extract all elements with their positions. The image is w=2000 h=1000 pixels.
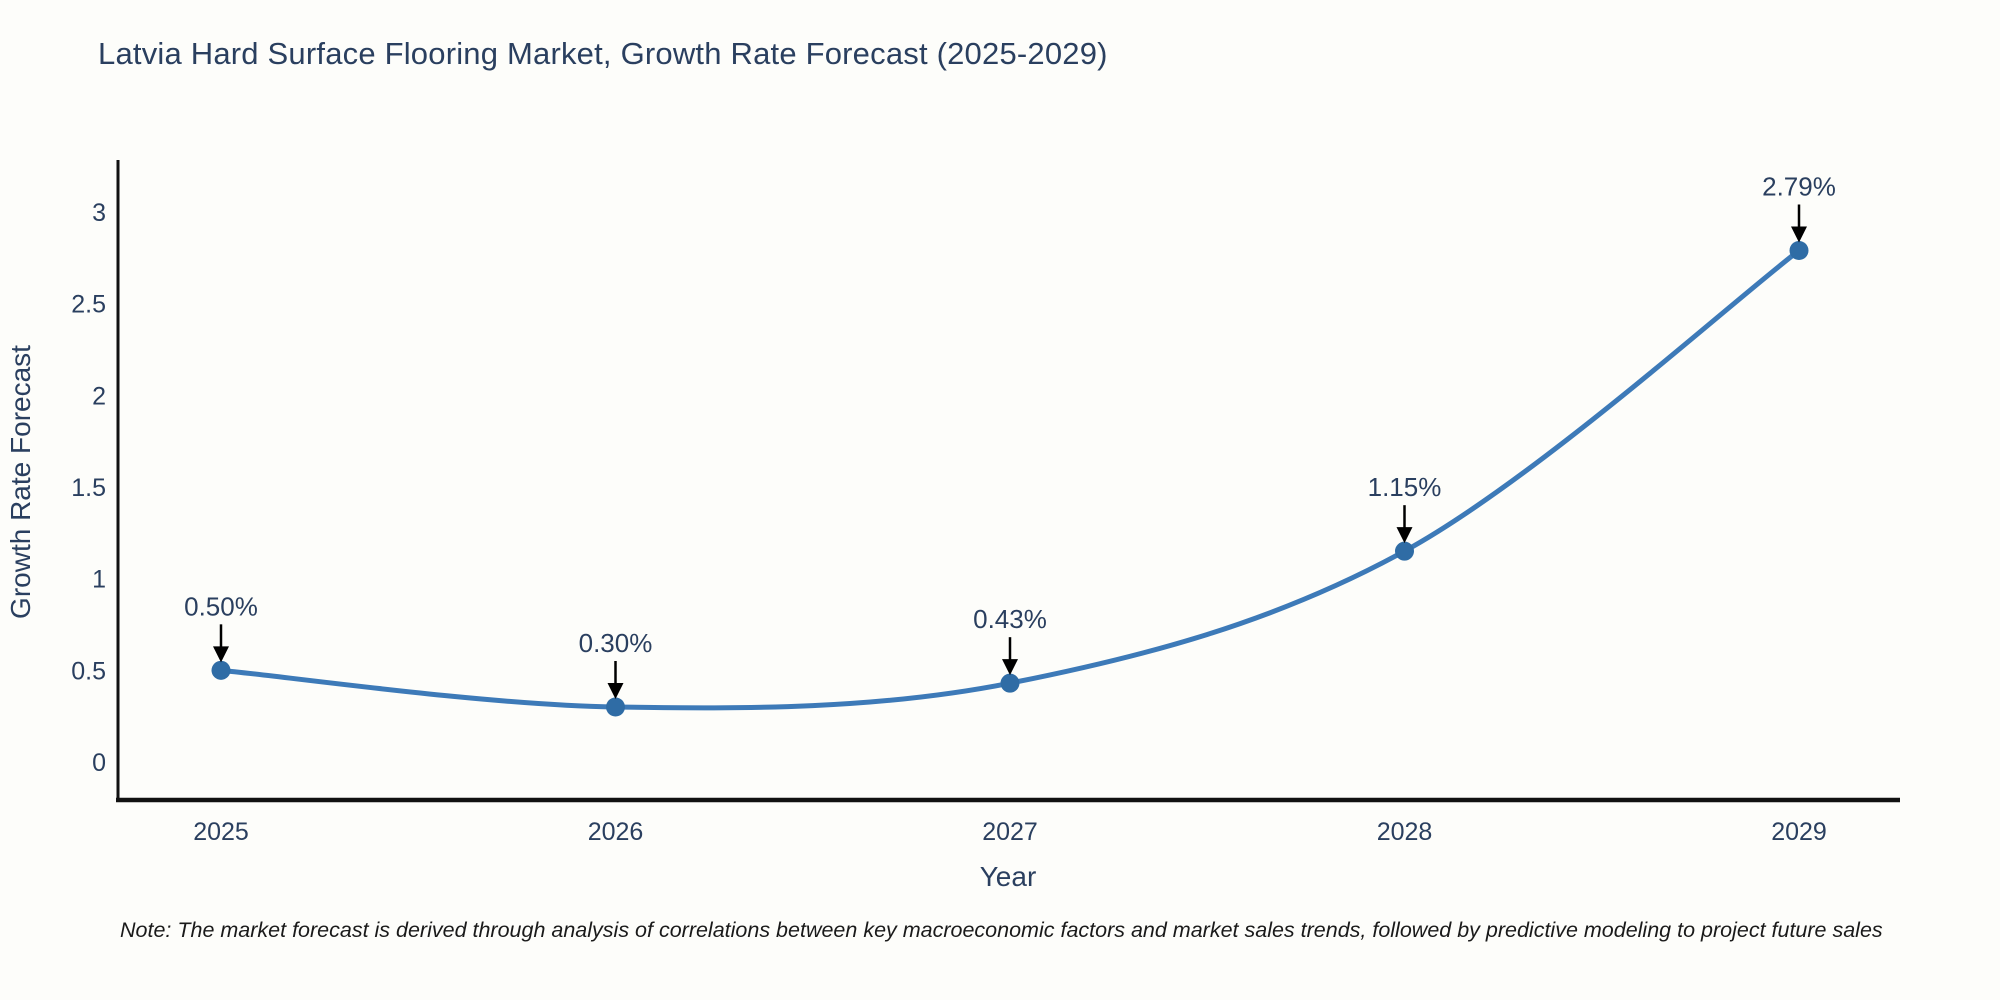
annotation-arrow-head bbox=[213, 646, 229, 663]
x-tick-label: 2029 bbox=[1771, 818, 1827, 846]
annotation-arrow-head bbox=[1002, 659, 1018, 676]
data-point-marker bbox=[211, 660, 231, 680]
x-tick-label: 2026 bbox=[588, 818, 644, 846]
annotation-label: 0.43% bbox=[973, 604, 1047, 634]
annotation-label: 2.79% bbox=[1762, 172, 1836, 202]
y-tick-label: 2.5 bbox=[71, 291, 106, 319]
x-tick-label: 2027 bbox=[982, 818, 1038, 846]
annotation-arrow-head bbox=[1791, 226, 1807, 243]
chart-title: Latvia Hard Surface Flooring Market, Gro… bbox=[98, 36, 1108, 71]
data-point-marker bbox=[1789, 241, 1809, 261]
x-tick-label: 2025 bbox=[193, 818, 249, 846]
y-tick-label: 3 bbox=[92, 199, 106, 227]
note-text: Note: The market forecast is derived thr… bbox=[120, 918, 1883, 942]
y-tick-label: 0 bbox=[92, 749, 106, 777]
y-tick-label: 1 bbox=[92, 566, 106, 594]
annotation-label: 0.30% bbox=[579, 628, 653, 658]
x-tick-label: 2028 bbox=[1377, 818, 1433, 846]
data-point-marker bbox=[606, 697, 625, 717]
annotation-arrow-head bbox=[607, 683, 624, 700]
line-series-path bbox=[218, 248, 1802, 711]
y-tick-label: 0.5 bbox=[71, 657, 106, 685]
x-axis-label: Year bbox=[980, 861, 1037, 892]
annotation-label: 0.50% bbox=[184, 591, 258, 621]
y-tick-label: 2 bbox=[92, 382, 106, 410]
annotation-arrow-head bbox=[1396, 527, 1413, 544]
annotation-label: 1.15% bbox=[1368, 472, 1442, 502]
data-point-marker bbox=[1395, 541, 1414, 561]
y-axis-label: Growth Rate Forecast bbox=[5, 345, 36, 619]
y-tick-label: 1.5 bbox=[71, 474, 106, 502]
data-point-marker bbox=[1000, 673, 1020, 693]
